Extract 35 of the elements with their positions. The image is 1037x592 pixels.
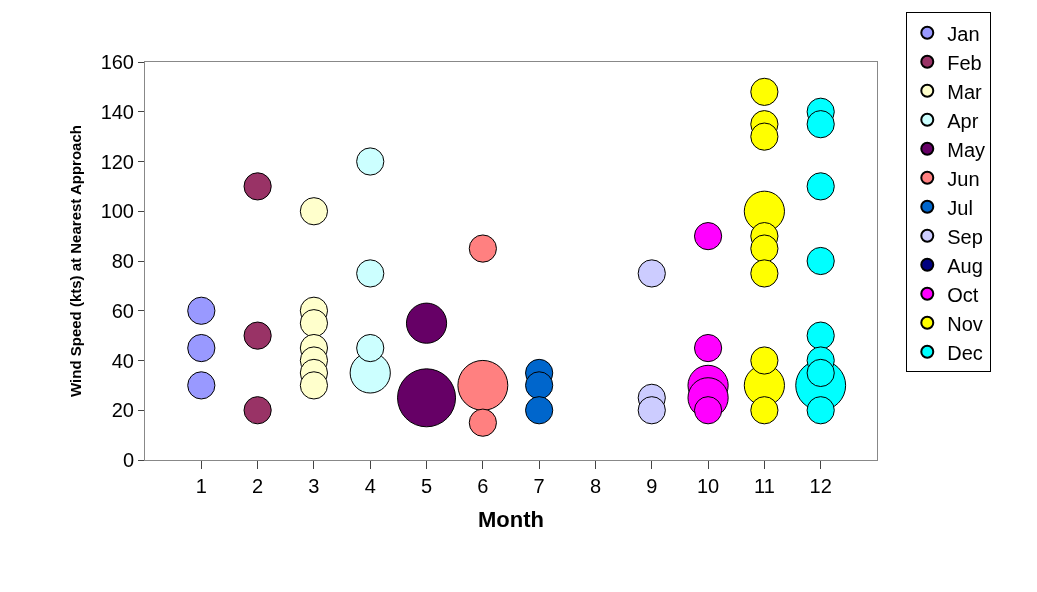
legend-label: Feb <box>947 51 982 74</box>
x-tick-label: 9 <box>646 475 658 497</box>
y-tick-label: 0 <box>122 449 134 471</box>
x-tick-label: 7 <box>533 475 545 497</box>
y-tick-label: 40 <box>111 349 134 372</box>
x-tick-label: 1 <box>195 475 207 497</box>
y-tick-label: 60 <box>111 299 134 322</box>
x-tick-label: 2 <box>252 475 264 497</box>
y-tick-label: 100 <box>100 200 134 223</box>
legend-label: Mar <box>947 80 983 103</box>
legend-label: Jul <box>947 196 973 219</box>
legend-label: Jun <box>947 167 980 190</box>
x-tick-label: 5 <box>420 475 433 497</box>
y-tick-label: 160 <box>100 51 134 73</box>
legend-label: Sep <box>947 225 983 248</box>
y-tick-label: 20 <box>111 399 134 422</box>
y-tick-label: 80 <box>111 250 134 272</box>
legend-label: May <box>947 138 986 161</box>
legend-label: Oct <box>947 283 979 306</box>
legend-label: Dec <box>947 341 983 364</box>
x-tick-label: 6 <box>477 475 489 497</box>
legend-label: Jan <box>947 22 980 45</box>
y-tick-label: 140 <box>100 100 134 123</box>
x-axis-title: Month <box>478 506 544 532</box>
legend-label: Apr <box>947 109 979 132</box>
x-tick-label: 10 <box>696 475 720 497</box>
y-axis-title: Wind Speed (kts) at Nearest Approach <box>66 125 84 397</box>
x-tick-label: 12 <box>809 475 832 497</box>
legend-label: Nov <box>947 312 983 335</box>
y-tick-label: 120 <box>100 150 134 173</box>
x-tick-label: 11 <box>754 475 775 497</box>
legend-label: Aug <box>947 254 983 277</box>
x-tick-label: 8 <box>589 475 602 497</box>
x-tick-label: 4 <box>364 475 376 497</box>
x-tick-label: 3 <box>308 475 320 497</box>
